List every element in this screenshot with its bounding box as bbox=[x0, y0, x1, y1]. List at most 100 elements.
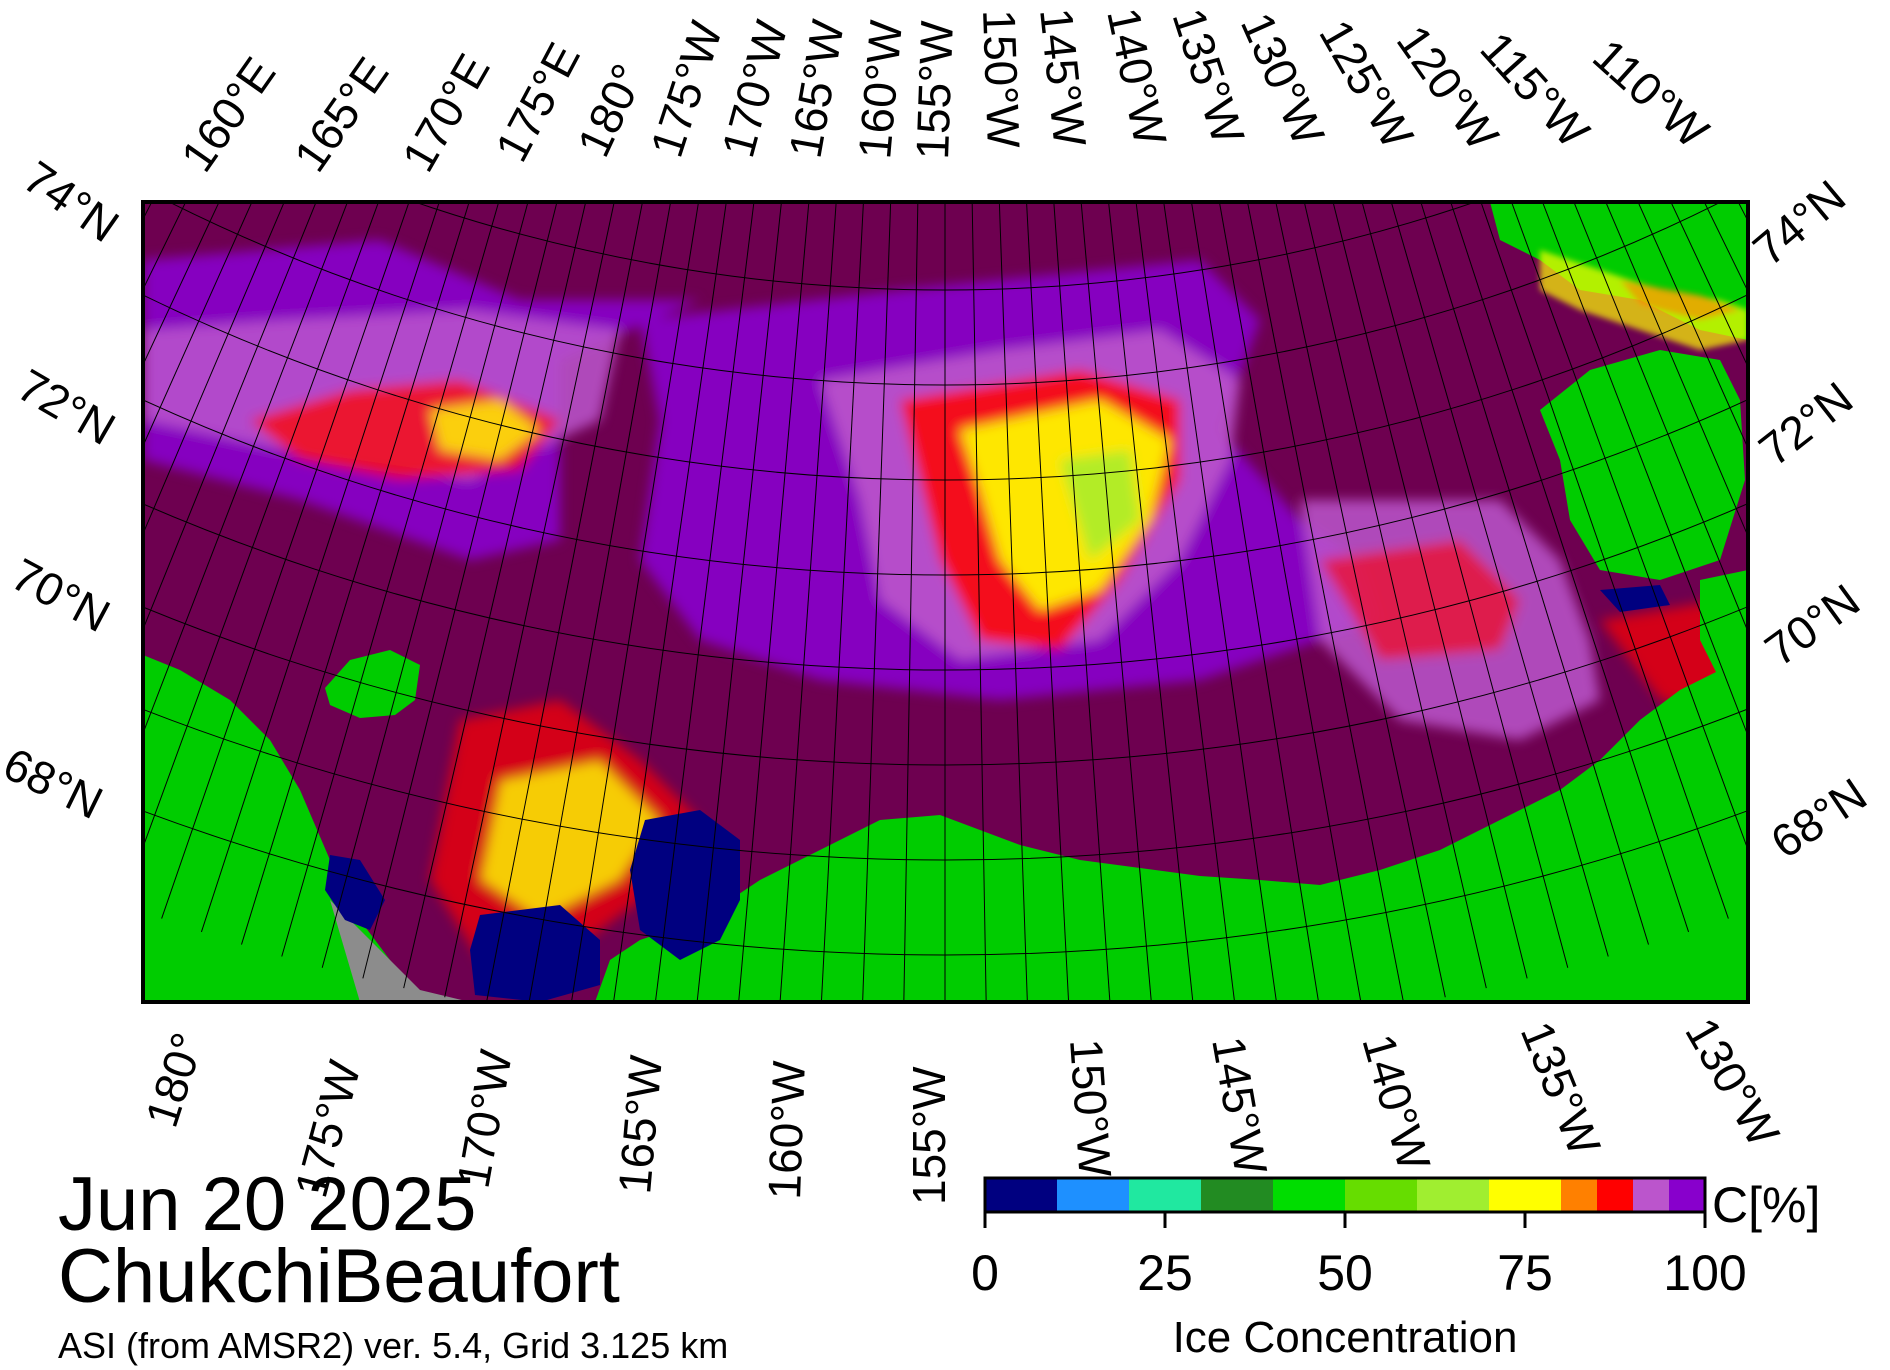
colorbar-swatch bbox=[1597, 1178, 1633, 1212]
date-label: Jun 20 2025 bbox=[58, 1162, 476, 1247]
meridian-line bbox=[241, 202, 470, 945]
meridian-line bbox=[362, 202, 558, 979]
meridian-line bbox=[1080, 202, 1152, 1002]
colorbar-swatch bbox=[1417, 1178, 1489, 1212]
meridian-line bbox=[143, 202, 253, 448]
bottom-lon-label: 160°W bbox=[758, 1059, 815, 1200]
meridian-line bbox=[161, 202, 410, 919]
colorbar-unit-label: C[%] bbox=[1712, 1177, 1820, 1233]
colorbar-tick-labels: 0 25 50 75 100 bbox=[971, 1245, 1747, 1301]
map-info: Jun 20 2025 ChukchiBeaufort ASI (from AM… bbox=[58, 1162, 728, 1366]
meridian-line bbox=[1190, 202, 1320, 1002]
meridian-line bbox=[1770, 0, 1890, 589]
meridian-line bbox=[1510, 202, 1748, 852]
region-label: ChukchiBeaufort bbox=[58, 1234, 620, 1319]
bottom-lon-label: 140°W bbox=[1352, 1028, 1440, 1176]
top-lon-label: 165°E bbox=[284, 48, 399, 181]
meridian-line bbox=[1218, 202, 1362, 1002]
left-lat-label: 74°N bbox=[14, 151, 128, 253]
meridian-line bbox=[0, 0, 140, 614]
meridian-line bbox=[1750, 0, 1890, 614]
colorbar: 0 25 50 75 100 Ice Concentration C[%] bbox=[971, 1176, 1820, 1362]
meridian-line bbox=[779, 202, 837, 1002]
arctic-islands-ice bbox=[1540, 250, 1748, 350]
colorbar-tick-label: 25 bbox=[1137, 1245, 1193, 1301]
meridian-line bbox=[1605, 202, 1748, 538]
meridian-line bbox=[696, 202, 782, 1002]
colorbar-swatch bbox=[1633, 1178, 1669, 1212]
meridian-line bbox=[971, 202, 987, 1002]
island-land bbox=[325, 650, 420, 718]
source-label: ASI (from AMSR2) ver. 5.4, Grid 3.125 km bbox=[58, 1325, 728, 1366]
meridian-line bbox=[1135, 202, 1236, 1002]
meridian-line bbox=[1026, 202, 1070, 1002]
graticule bbox=[0, 0, 1890, 1002]
left-lat-label: 68°N bbox=[0, 737, 111, 829]
top-lon-label: 155°W bbox=[906, 19, 963, 160]
meridian-line bbox=[1450, 202, 1690, 933]
ice-concentration-field bbox=[143, 240, 1748, 960]
bottom-lon-label: 155°W bbox=[903, 1066, 955, 1205]
bottom-lon-label: 130°W bbox=[1675, 1009, 1790, 1156]
meridian-line bbox=[1303, 202, 1487, 989]
meridian-line bbox=[1420, 202, 1649, 945]
meridian-line bbox=[0, 0, 120, 589]
bottom-lon-label: 180° bbox=[135, 1027, 214, 1134]
meridian-line bbox=[998, 202, 1028, 1002]
map-area bbox=[0, 0, 1890, 1002]
no-data-area bbox=[330, 900, 470, 1002]
meridian-line bbox=[403, 202, 587, 989]
meridian-line bbox=[143, 202, 317, 631]
right-lat-label: 74°N bbox=[1743, 170, 1855, 276]
right-lat-label: 72°N bbox=[1749, 372, 1862, 476]
top-lon-label: 160°E bbox=[171, 48, 286, 181]
colorbar-swatch bbox=[1201, 1178, 1273, 1212]
meridian-line bbox=[1053, 202, 1111, 1002]
colorbar-swatches bbox=[985, 1178, 1705, 1212]
meridian-line bbox=[613, 202, 727, 1002]
meridian-line bbox=[1637, 202, 1748, 450]
colorbar-swatch bbox=[1489, 1178, 1561, 1212]
meridian-line bbox=[143, 202, 380, 849]
colorbar-swatch bbox=[1669, 1178, 1705, 1212]
meridian-line bbox=[862, 202, 892, 1002]
meridian-line bbox=[1573, 202, 1748, 633]
left-latitude-labels: 74°N 72°N 70°N 68°N bbox=[0, 151, 128, 829]
meridian-line bbox=[1163, 202, 1277, 1002]
meridian-line bbox=[200, 202, 440, 933]
meridian-line bbox=[1480, 202, 1729, 919]
colorbar-swatch bbox=[1273, 1178, 1345, 1212]
bottom-lon-label: 135°W bbox=[1511, 1014, 1611, 1162]
meridian-line bbox=[903, 202, 919, 1002]
top-lon-label: 110°W bbox=[1583, 29, 1719, 158]
meridian-line bbox=[1332, 202, 1528, 979]
meridian-line bbox=[0, 0, 160, 638]
open-sound-water-2 bbox=[470, 905, 600, 1002]
meridian-line bbox=[654, 202, 755, 1002]
meridian-line bbox=[143, 202, 349, 735]
colorbar-title: Ice Concentration bbox=[1173, 1313, 1518, 1362]
left-lat-label: 72°N bbox=[9, 359, 124, 455]
meridian-line bbox=[528, 202, 672, 1002]
colorbar-tick-label: 75 bbox=[1497, 1245, 1553, 1301]
colorbar-tick-label: 0 bbox=[971, 1245, 999, 1301]
meridian-line bbox=[444, 202, 615, 998]
colorbar-swatch bbox=[1561, 1178, 1597, 1212]
top-lon-label: 150°W bbox=[973, 9, 1030, 150]
colorbar-tick-label: 100 bbox=[1663, 1245, 1746, 1301]
top-lon-label: 145°W bbox=[1030, 6, 1096, 150]
colorbar-swatch bbox=[1057, 1178, 1129, 1212]
meridian-line bbox=[143, 202, 285, 536]
colorbar-swatch bbox=[1129, 1178, 1201, 1212]
meridian-line bbox=[1108, 202, 1194, 1002]
meridian-line bbox=[1730, 0, 1890, 638]
mainland-canada-land bbox=[1700, 570, 1748, 690]
top-lon-label: 175°E bbox=[485, 34, 590, 170]
meridian-line bbox=[1275, 202, 1446, 998]
meridian-line bbox=[738, 202, 810, 1002]
bottom-lon-label: 145°W bbox=[1202, 1033, 1277, 1179]
colorbar-swatch bbox=[1345, 1178, 1417, 1212]
top-lon-label: 160°W bbox=[848, 18, 912, 161]
bottom-lon-label: 150°W bbox=[1060, 1037, 1122, 1179]
